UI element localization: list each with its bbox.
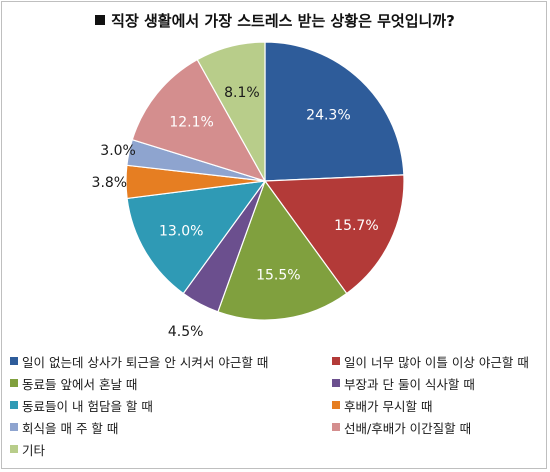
legend-label: 동료들이 내 험담을 할 때 bbox=[22, 398, 153, 414]
legend-swatch-icon bbox=[10, 423, 18, 431]
legend-item-2: 일이 너무 많아 이틀 이상 야근할 때 bbox=[332, 353, 540, 370]
legend-item-9: 기타 bbox=[10, 441, 332, 458]
legend-label: 동료들 앞에서 혼날 때 bbox=[22, 376, 138, 392]
slice-label-4: 4.5% bbox=[168, 324, 204, 340]
legend-item-4: 부장과 단 둘이 식사할 때 bbox=[332, 375, 540, 392]
legend-item-7: 회식을 매 주 할 때 bbox=[10, 419, 332, 436]
slice-label-6: 3.8% bbox=[92, 175, 128, 191]
pie-slice-8 bbox=[131, 58, 267, 183]
pie-slice-1 bbox=[264, 41, 405, 182]
slice-label-2: 15.7% bbox=[334, 218, 378, 234]
legend-swatch-icon bbox=[332, 357, 340, 365]
legend-label: 일이 너무 많아 이틀 이상 야근할 때 bbox=[344, 354, 529, 370]
legend-swatch-icon bbox=[10, 445, 18, 453]
legend-swatch-icon bbox=[10, 379, 18, 387]
legend-swatch-icon bbox=[10, 401, 18, 409]
legend-swatch-icon bbox=[10, 357, 18, 365]
legend-label: 선배/후배가 이간질할 때 bbox=[344, 420, 472, 436]
slice-label-8: 12.1% bbox=[169, 114, 213, 130]
legend-swatch-icon bbox=[332, 423, 340, 431]
chart-legend: 일이 없는데 상사가 퇴근을 안 시켜서 야근할 때 일이 너무 많아 이틀 이상… bbox=[10, 353, 540, 458]
chart-title-text: 직장 생활에서 가장 스트레스 받는 상황은 무엇입니까? bbox=[111, 12, 455, 30]
legend-swatch-icon bbox=[332, 401, 340, 409]
pie-slice-3 bbox=[217, 179, 348, 321]
slice-label-7: 3.0% bbox=[100, 143, 136, 159]
legend-label: 회식을 매 주 할 때 bbox=[22, 420, 119, 436]
legend-item-5: 동료들이 내 험담을 할 때 bbox=[10, 397, 332, 414]
slice-label-1: 24.3% bbox=[306, 108, 350, 124]
slice-label-5: 13.0% bbox=[159, 224, 203, 240]
legend-label: 후배가 무시할 때 bbox=[344, 398, 433, 414]
pie-slice-5 bbox=[126, 180, 267, 295]
legend-item-3: 동료들 앞에서 혼날 때 bbox=[10, 375, 332, 392]
title-bullet-icon bbox=[95, 15, 106, 25]
pie-slice-9 bbox=[196, 41, 266, 184]
slice-label-3: 15.5% bbox=[256, 268, 300, 284]
legend-label: 기타 bbox=[22, 442, 46, 458]
legend-item-1: 일이 없는데 상사가 퇴근을 안 시켜서 야근할 때 bbox=[10, 353, 332, 370]
legend-label: 부장과 단 둘이 식사할 때 bbox=[344, 376, 475, 392]
chart-title: 직장 생활에서 가장 스트레스 받는 상황은 무엇입니까? bbox=[0, 10, 550, 31]
legend-item-8: 선배/후배가 이간질할 때 bbox=[332, 419, 540, 436]
legend-item-6: 후배가 무시할 때 bbox=[332, 397, 540, 414]
legend-label: 일이 없는데 상사가 퇴근을 안 시켜서 야근할 때 bbox=[22, 354, 269, 370]
legend-swatch-icon bbox=[332, 379, 340, 387]
pie-slice-2 bbox=[263, 174, 405, 295]
pie-chart: 24.3% 15.7% 15.5% 4.5% 13.0% 3.8% 3.0% 12.1% 8.1… bbox=[92, 41, 405, 340]
slice-label-9: 8.1% bbox=[224, 85, 260, 101]
